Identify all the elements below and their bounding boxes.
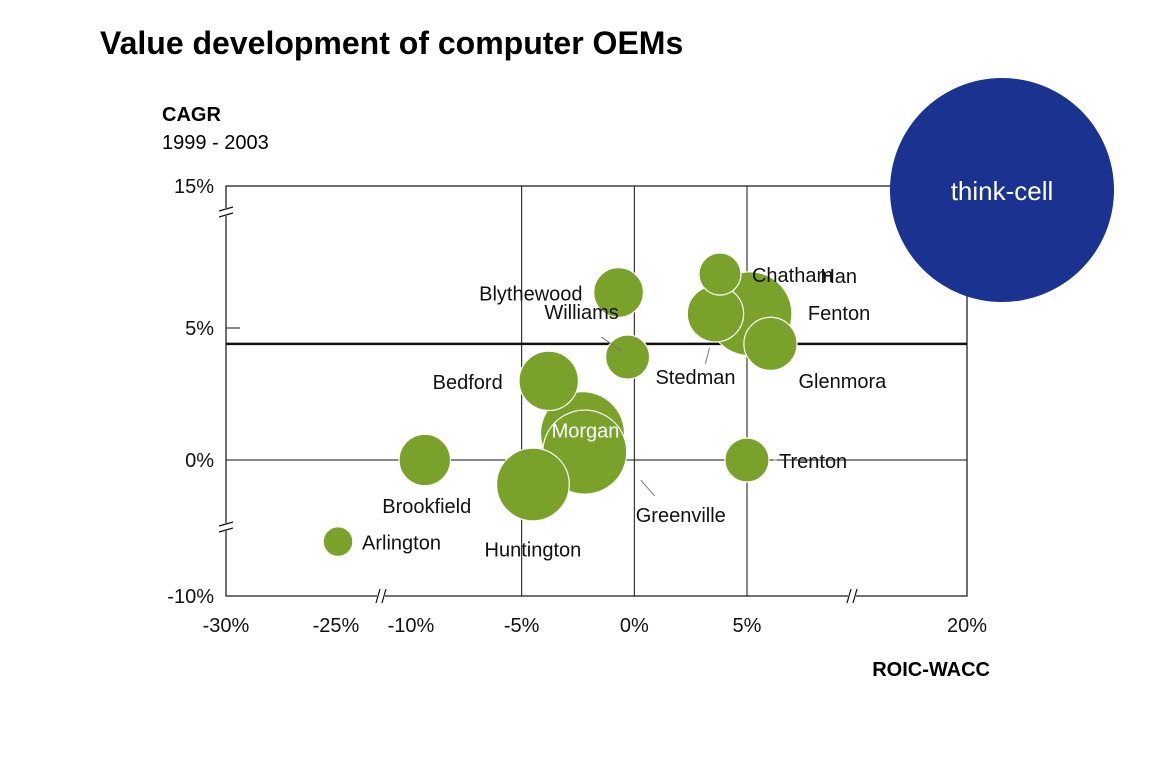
y-tick-label-3: -10% bbox=[167, 586, 214, 608]
bubble-chatham bbox=[698, 252, 742, 296]
x-axis-title: ROIC-WACC bbox=[872, 659, 990, 681]
bubble-huntington bbox=[495, 447, 570, 522]
label-bedford: Bedford bbox=[433, 372, 503, 394]
x-tick-label-0: -30% bbox=[203, 615, 250, 637]
x-tick-label-2: -10% bbox=[388, 615, 435, 637]
label-brookfield: Brookfield bbox=[382, 496, 471, 518]
bubble-brookfield bbox=[398, 433, 452, 487]
y-axis-subtitle: 1999 - 2003 bbox=[162, 132, 269, 154]
x-tick-label-5: 5% bbox=[733, 615, 762, 637]
y-tick-label-2: 0% bbox=[185, 450, 214, 472]
x-break-right-a bbox=[846, 588, 852, 604]
bubble-blythewood bbox=[593, 267, 645, 318]
plot-grid bbox=[218, 185, 968, 604]
y-break-bottom-gap bbox=[220, 523, 232, 531]
label-morgan: Morgan bbox=[552, 421, 620, 443]
y-break-top-b bbox=[218, 212, 234, 218]
bubble-trenton bbox=[724, 437, 770, 483]
bubble-bedford bbox=[518, 350, 580, 412]
y-break-bottom bbox=[218, 521, 234, 533]
x-break-right-gap bbox=[848, 590, 856, 602]
label-arlington: Arlington bbox=[362, 533, 441, 555]
badge-circle bbox=[890, 78, 1114, 302]
y-break-bottom-b bbox=[218, 527, 234, 533]
label-fenton: Fenton bbox=[808, 303, 870, 325]
label-blythewood: Blythewood bbox=[479, 284, 582, 306]
leader-stedman bbox=[704, 347, 710, 364]
label-huntington: Huntington bbox=[485, 539, 582, 561]
x-break-left bbox=[375, 588, 387, 604]
leader-greenville bbox=[640, 479, 656, 497]
label-chatham: Chatham bbox=[752, 265, 833, 287]
tick-labels: -30% -25% -10% -5% 0% 5% 20% 15% 5% 0% -10% bbox=[167, 176, 987, 637]
x-break-left-gap bbox=[377, 590, 385, 602]
x-tick-label-6: 20% bbox=[947, 615, 987, 637]
y-break-top-a bbox=[218, 206, 234, 212]
label-greenville: Greenville bbox=[636, 505, 726, 527]
bubble-williams bbox=[604, 334, 651, 380]
y-break-top bbox=[218, 206, 234, 218]
y-tick-label-0: 15% bbox=[174, 176, 214, 198]
y-axis-title: CAGR bbox=[162, 104, 221, 126]
bubble-glenmora bbox=[743, 316, 798, 372]
label-han: Han bbox=[820, 266, 857, 288]
plot-frame bbox=[225, 185, 968, 597]
x-break-left-b bbox=[381, 588, 387, 604]
x-tick-label-4: 0% bbox=[620, 615, 649, 637]
badge-label: think-cell bbox=[951, 176, 1054, 206]
x-tick-label-3: -5% bbox=[504, 615, 540, 637]
y-tick-label-1: 5% bbox=[185, 318, 214, 340]
leader-williams bbox=[601, 336, 622, 352]
y-break-top-gap bbox=[220, 208, 232, 216]
x-break-right bbox=[846, 588, 858, 604]
chart-title: Value development of computer OEMs bbox=[100, 25, 683, 61]
bubble-arlington bbox=[322, 526, 354, 558]
x-break-left-a bbox=[375, 588, 381, 604]
x-break-right-b bbox=[852, 588, 858, 604]
label-williams: Williams bbox=[544, 302, 618, 324]
label-glenmora: Glenmora bbox=[798, 371, 887, 393]
x-tick-label-1: -25% bbox=[313, 615, 360, 637]
think-cell-badge: think-cell bbox=[890, 78, 1114, 302]
label-stedman: Stedman bbox=[655, 367, 735, 389]
label-trenton: Trenton bbox=[779, 451, 847, 473]
y-break-bottom-a bbox=[218, 521, 234, 527]
